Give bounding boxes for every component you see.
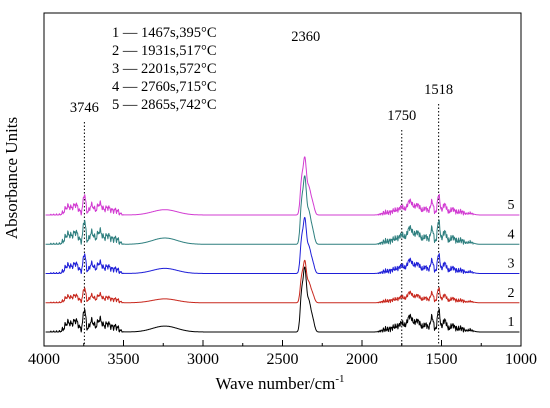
x-tick-label-1500: 1500 xyxy=(426,351,458,368)
x-axis-title: Wave number/cm-1 xyxy=(215,373,344,393)
x-tick-label-4000: 4000 xyxy=(28,351,60,368)
series-line-1 xyxy=(45,266,520,333)
peak-label-1518: 1518 xyxy=(424,82,453,98)
x-axis-title-text: Wave number/cm xyxy=(215,374,335,393)
y-axis-title: Absorbance Units xyxy=(2,117,21,239)
legend-entry-5: 5 — 2865s,742°C xyxy=(112,97,217,113)
series-line-4 xyxy=(45,175,520,245)
peak-label-1750: 1750 xyxy=(387,108,416,124)
legend-entry-4: 4 — 2760s,715°C xyxy=(112,79,217,95)
legend-entry-1: 1 — 1467s,395°C xyxy=(112,25,217,41)
peak-label-3746: 3746 xyxy=(70,100,99,116)
legend-entry-3: 3 — 2201s,572°C xyxy=(112,61,217,77)
series-label-1: 1 xyxy=(508,315,515,330)
series-layer: 1 2 3 4 5 xyxy=(45,156,520,333)
series-label-2: 2 xyxy=(508,286,515,301)
x-tick-label-2000: 2000 xyxy=(346,351,378,368)
series-label-4: 4 xyxy=(508,227,515,242)
x-tick-label-3500: 3500 xyxy=(108,351,140,368)
x-axis-title-exponent: -1 xyxy=(335,373,344,385)
peak-label-2360: 2360 xyxy=(291,29,320,45)
x-tick-label-3000: 3000 xyxy=(187,351,219,368)
series-line-5 xyxy=(45,156,520,216)
annotation-layer: 3746 1750 1518 2360 xyxy=(70,29,453,124)
series-line-2 xyxy=(45,259,520,304)
x-axis-ticks: 4000 3500 3000 2500 2000 1500 1000 xyxy=(28,340,537,368)
reference-lines xyxy=(83,104,440,346)
x-tick-label-2500: 2500 xyxy=(267,351,299,368)
x-tick-label-1000: 1000 xyxy=(505,351,537,368)
legend-entry-2: 2 — 1931s,517°C xyxy=(112,43,217,59)
legend: 1 — 1467s,395°C 2 — 1931s,517°C 3 — 2201s,… xyxy=(112,25,217,113)
series-line-3 xyxy=(45,216,520,274)
series-label-3: 3 xyxy=(508,257,515,272)
series-label-5: 5 xyxy=(508,198,515,213)
